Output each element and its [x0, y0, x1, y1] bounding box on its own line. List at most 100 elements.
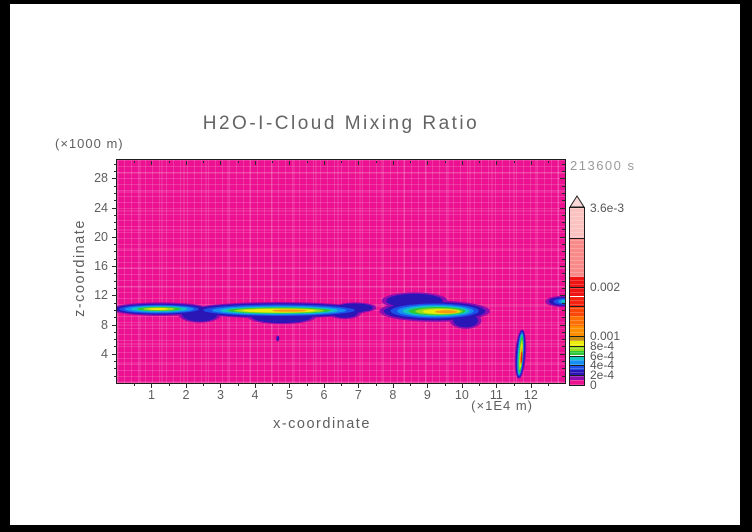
x-major-tick-top — [461, 161, 463, 165]
z-minor-tick — [114, 302, 117, 304]
colorbar-band — [570, 375, 584, 381]
colorbar-level-line — [570, 365, 584, 367]
x-major-tick-top — [254, 161, 256, 165]
x-minor-tick-top — [272, 161, 274, 163]
x-minor-tick-top — [375, 161, 377, 163]
colorbar-band — [570, 335, 584, 341]
colorbar-level-line — [570, 306, 584, 308]
x-minor-tick — [410, 383, 412, 386]
z-minor-tick — [114, 170, 117, 172]
colorbar-label: 0 — [590, 378, 597, 392]
z-minor-tick — [114, 346, 117, 348]
colorbar-band — [570, 316, 584, 326]
x-tick-label: 9 — [423, 388, 431, 402]
colorbar-label: 2e-4 — [590, 368, 615, 383]
z-minor-tick — [114, 361, 117, 363]
x-major-tick — [530, 383, 532, 388]
z-minor-tick — [114, 309, 117, 311]
x-major-tick — [323, 383, 325, 388]
colorbar-level-line — [570, 345, 584, 347]
x-major-tick-top — [530, 161, 532, 165]
x-tick-label: 7 — [354, 388, 362, 402]
z-minor-tick-right — [562, 317, 565, 319]
x-major-tick-top — [392, 161, 394, 165]
z-minor-tick-right — [562, 302, 565, 304]
x-major-tick-top — [289, 161, 291, 165]
x-axis-label: x-coordinate — [273, 416, 371, 432]
z-major-tick-right — [560, 207, 565, 209]
cloud-blob-navy — [366, 305, 373, 309]
x-major-tick-top — [358, 161, 360, 165]
x-major-tick-top — [427, 161, 429, 165]
x-tick-label: 8 — [389, 388, 397, 402]
colorbar-level-line — [570, 355, 584, 357]
x-major-tick-top — [220, 161, 222, 165]
x-major-tick — [220, 383, 222, 388]
x-major-tick — [151, 383, 153, 388]
chart-title: H2O-I-Cloud Mixing Ratio — [202, 113, 480, 134]
colorbar-stripes-overlay — [570, 208, 584, 385]
x-minor-tick-top — [479, 161, 481, 163]
x-minor-tick-top — [444, 161, 446, 163]
z-axis-unit-label: (×1000 m) — [55, 136, 124, 151]
z-major-tick — [112, 295, 117, 297]
z-tick-label: 4 — [101, 346, 108, 361]
z-minor-tick-right — [562, 368, 565, 370]
z-minor-tick-right — [562, 331, 565, 333]
x-minor-tick-top — [306, 161, 308, 163]
colorbar-band — [570, 326, 584, 336]
cloud-blob-orange — [272, 309, 307, 312]
x-minor-tick — [479, 383, 481, 386]
colorbar-label: 6e-4 — [590, 348, 615, 363]
colorbar-level-line — [570, 286, 584, 288]
cloud-blob-orange — [434, 310, 458, 314]
x-major-tick — [496, 383, 498, 388]
z-minor-tick — [114, 273, 117, 275]
x-major-tick — [358, 383, 360, 388]
z-tick-label: 16 — [94, 259, 108, 274]
z-minor-tick — [114, 185, 117, 187]
z-major-tick-right — [560, 353, 565, 355]
z-major-tick-right — [560, 236, 565, 238]
x-minor-tick — [444, 383, 446, 386]
x-minor-tick — [272, 383, 274, 386]
x-minor-tick — [548, 383, 550, 386]
x-tick-label: 4 — [251, 388, 259, 402]
z-minor-tick-right — [562, 273, 565, 275]
z-minor-tick-right — [562, 170, 565, 172]
z-minor-tick — [114, 251, 117, 253]
colorbar-band — [570, 360, 584, 366]
z-minor-tick-right — [562, 214, 565, 216]
z-major-tick — [112, 266, 117, 268]
x-major-tick-top — [151, 161, 153, 165]
x-minor-tick-top — [134, 161, 136, 163]
z-minor-tick-right — [562, 185, 565, 187]
colorbar-label: 8e-4 — [590, 338, 615, 353]
cloud-blob-cyan — [560, 300, 565, 303]
x-minor-tick-top — [410, 161, 412, 163]
z-minor-tick-right — [562, 222, 565, 224]
cloud-blob-navy — [276, 336, 279, 341]
z-minor-tick — [114, 287, 117, 289]
z-minor-tick-right — [562, 229, 565, 231]
z-minor-tick-right — [562, 346, 565, 348]
colorbar-band — [570, 365, 584, 371]
x-tick-label: 1 — [148, 388, 155, 402]
colorbar-label: 0.001 — [590, 328, 621, 343]
z-minor-tick — [114, 339, 117, 341]
cloud-blob-red — [520, 351, 523, 364]
z-minor-tick — [114, 163, 117, 165]
colorbar-band — [570, 306, 584, 317]
z-major-tick-right — [560, 266, 565, 268]
z-tick-label: 28 — [94, 171, 108, 186]
z-minor-tick-right — [562, 280, 565, 282]
z-minor-tick-right — [562, 258, 565, 260]
x-major-tick — [185, 383, 187, 388]
z-tick-label: 8 — [101, 317, 108, 332]
x-major-tick — [461, 383, 463, 388]
z-tick-label: 12 — [94, 288, 108, 303]
colorbar-band — [570, 237, 584, 277]
z-minor-tick — [114, 229, 117, 231]
z-axis-label: z-coordinate — [72, 219, 88, 317]
